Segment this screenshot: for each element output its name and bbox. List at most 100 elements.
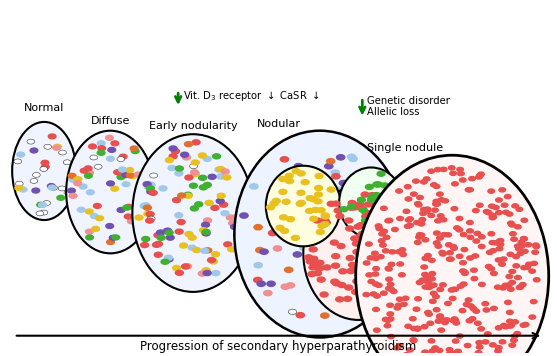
Circle shape <box>367 227 375 232</box>
Circle shape <box>257 281 265 286</box>
Circle shape <box>373 194 382 199</box>
Text: Normal: Normal <box>24 103 64 113</box>
Circle shape <box>502 210 509 214</box>
Circle shape <box>323 265 331 270</box>
Circle shape <box>521 266 527 270</box>
Circle shape <box>339 269 347 274</box>
Circle shape <box>384 324 391 328</box>
Circle shape <box>374 213 382 218</box>
Circle shape <box>515 225 521 229</box>
Circle shape <box>511 237 517 241</box>
Circle shape <box>282 199 290 204</box>
Circle shape <box>383 298 390 303</box>
Circle shape <box>324 278 332 283</box>
Circle shape <box>347 205 355 210</box>
Circle shape <box>349 262 356 267</box>
Circle shape <box>520 323 527 327</box>
Circle shape <box>492 241 499 245</box>
Circle shape <box>360 254 368 259</box>
Circle shape <box>185 231 193 237</box>
Circle shape <box>267 281 275 287</box>
Circle shape <box>117 175 125 179</box>
Circle shape <box>50 185 57 190</box>
Circle shape <box>416 203 422 207</box>
Circle shape <box>199 185 207 190</box>
Circle shape <box>381 229 388 234</box>
Circle shape <box>378 288 385 293</box>
Circle shape <box>424 207 431 211</box>
Circle shape <box>165 158 173 163</box>
Circle shape <box>69 193 77 198</box>
Circle shape <box>368 193 376 198</box>
Circle shape <box>495 349 501 353</box>
Circle shape <box>506 310 513 314</box>
Circle shape <box>356 239 364 244</box>
Circle shape <box>209 259 217 264</box>
Circle shape <box>405 218 412 222</box>
Circle shape <box>446 355 452 356</box>
Circle shape <box>448 166 455 170</box>
Circle shape <box>532 250 539 254</box>
Circle shape <box>397 344 403 348</box>
Circle shape <box>289 309 297 314</box>
Circle shape <box>396 189 402 193</box>
Circle shape <box>157 235 165 240</box>
Circle shape <box>368 263 377 268</box>
Circle shape <box>356 201 364 206</box>
Circle shape <box>520 236 527 241</box>
Circle shape <box>485 265 492 269</box>
Circle shape <box>253 277 262 283</box>
Circle shape <box>490 248 496 253</box>
Circle shape <box>280 215 287 220</box>
Circle shape <box>185 175 193 180</box>
Circle shape <box>195 202 203 207</box>
Circle shape <box>492 205 499 210</box>
Circle shape <box>263 290 272 296</box>
Circle shape <box>475 321 481 325</box>
Circle shape <box>400 252 407 257</box>
Circle shape <box>495 326 502 330</box>
Circle shape <box>335 262 344 268</box>
Circle shape <box>305 263 314 268</box>
Circle shape <box>385 266 392 271</box>
Circle shape <box>476 203 483 207</box>
Circle shape <box>291 235 299 240</box>
Circle shape <box>234 232 242 237</box>
Circle shape <box>473 239 480 243</box>
Circle shape <box>428 284 435 288</box>
Circle shape <box>469 316 476 321</box>
Circle shape <box>497 242 504 247</box>
Circle shape <box>36 211 44 216</box>
Text: Early nodularity: Early nodularity <box>149 121 237 131</box>
Circle shape <box>48 185 56 190</box>
Circle shape <box>241 207 249 212</box>
Circle shape <box>429 277 435 281</box>
Circle shape <box>462 270 468 274</box>
Circle shape <box>106 135 113 140</box>
Circle shape <box>449 296 456 300</box>
Circle shape <box>385 318 392 323</box>
Ellipse shape <box>234 131 405 337</box>
Circle shape <box>305 208 314 214</box>
Circle shape <box>164 228 172 233</box>
Circle shape <box>175 270 183 275</box>
Circle shape <box>239 200 247 205</box>
Text: Genetic disorder
Allelic loss: Genetic disorder Allelic loss <box>367 96 449 117</box>
Circle shape <box>297 171 305 176</box>
Circle shape <box>421 180 427 184</box>
Circle shape <box>452 318 458 323</box>
Circle shape <box>476 345 483 349</box>
Circle shape <box>404 185 411 189</box>
Circle shape <box>74 177 82 182</box>
Circle shape <box>306 196 314 201</box>
Circle shape <box>85 209 93 214</box>
Circle shape <box>433 241 440 245</box>
Circle shape <box>332 201 340 206</box>
Circle shape <box>386 277 392 281</box>
Circle shape <box>370 292 377 296</box>
Circle shape <box>416 281 423 284</box>
Circle shape <box>297 240 305 245</box>
Circle shape <box>310 216 317 221</box>
Circle shape <box>373 256 379 261</box>
Circle shape <box>421 265 427 269</box>
